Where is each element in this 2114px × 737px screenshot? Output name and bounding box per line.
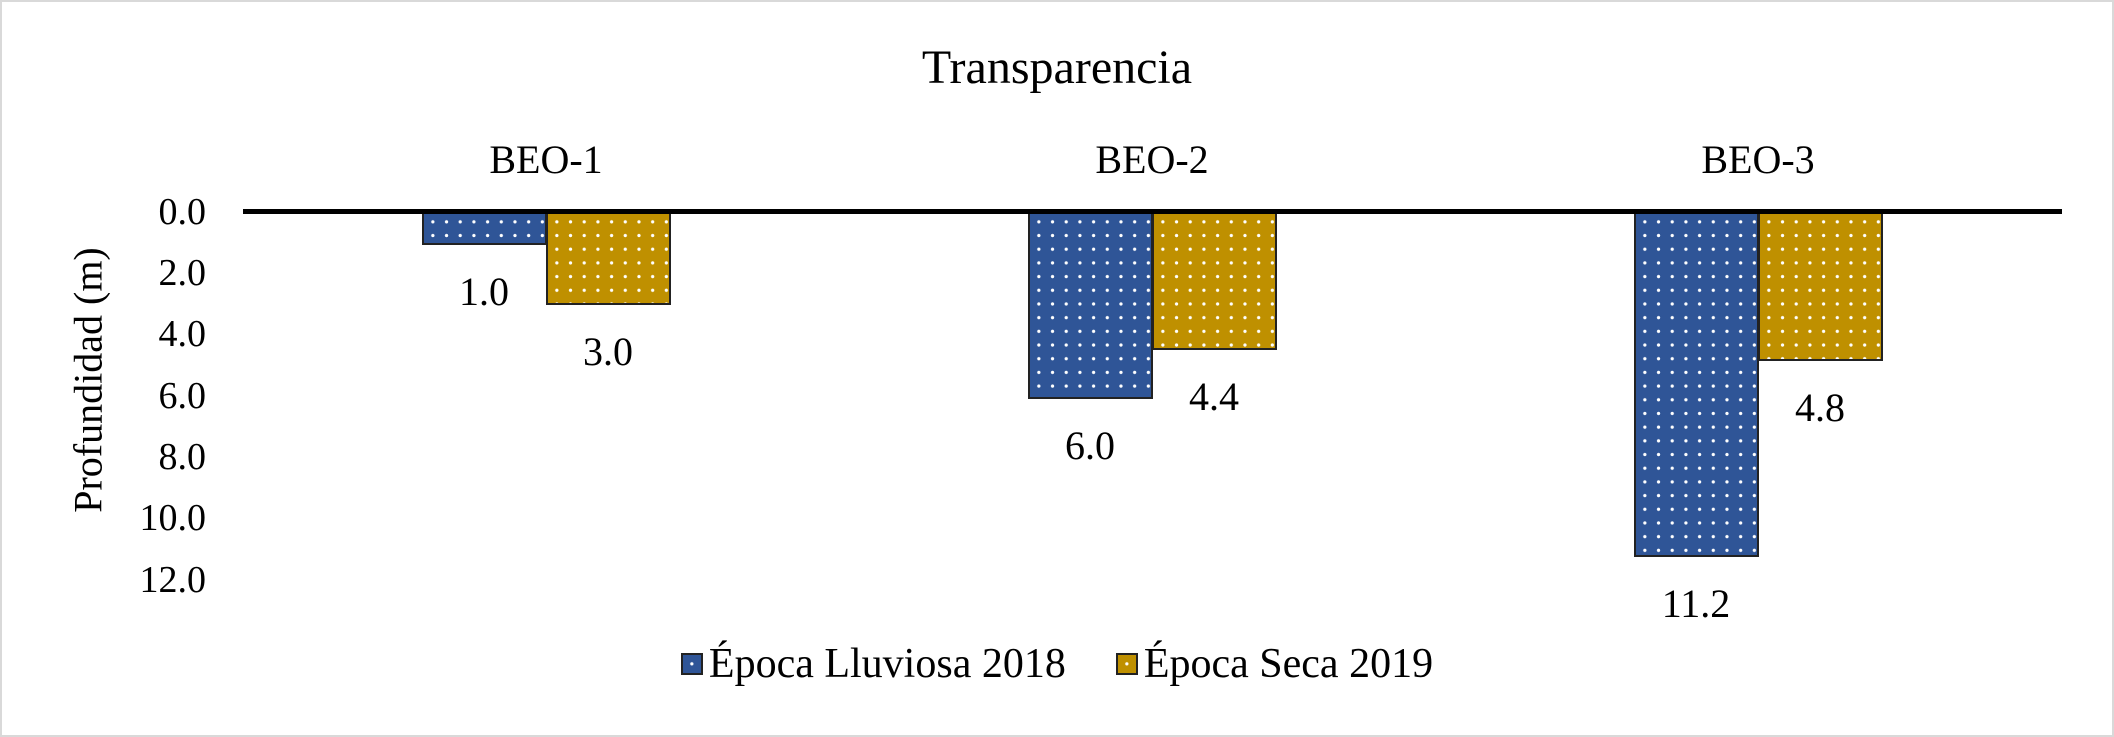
y-axis-label: Profundidad (m) <box>65 247 111 513</box>
bar-seca-beo-1 <box>546 213 671 305</box>
bar-seca-beo-2 <box>1152 213 1277 350</box>
category-axis-line <box>243 209 2062 214</box>
legend: Época Lluviosa 2018 Época Seca 2019 <box>0 640 2114 688</box>
y-tick: 8.0 <box>158 436 207 478</box>
data-label: 4.4 <box>1189 374 1239 419</box>
legend-label: Época Lluviosa 2018 <box>708 641 1066 687</box>
y-tick: 6.0 <box>158 375 207 417</box>
bar-lluviosa-beo-1 <box>422 213 547 245</box>
legend-item-seca: Época Seca 2019 <box>1115 640 1434 688</box>
legend-swatch-gold <box>1115 653 1138 675</box>
data-label: 11.2 <box>1661 581 1731 626</box>
data-label: 6.0 <box>1065 423 1115 468</box>
data-label: 1.0 <box>459 269 509 314</box>
category-label-beo-1: BEO-1 <box>489 137 603 182</box>
data-label: 4.8 <box>1795 385 1845 430</box>
bar-lluviosa-beo-2 <box>1028 213 1153 399</box>
chart-title: Transparencia <box>921 41 1193 94</box>
y-tick: 10.0 <box>139 497 207 539</box>
bar-lluviosa-beo-3 <box>1634 213 1759 557</box>
legend-swatch-blue <box>680 653 703 675</box>
y-tick: 12.0 <box>139 559 207 601</box>
data-label: 3.0 <box>583 329 633 374</box>
y-tick: 2.0 <box>158 252 207 294</box>
bar-seca-beo-3 <box>1758 213 1883 361</box>
legend-item-lluviosa: Época Lluviosa 2018 <box>680 640 1066 688</box>
category-label-beo-2: BEO-2 <box>1095 137 1209 182</box>
y-tick: 4.0 <box>158 313 207 355</box>
category-label-beo-3: BEO-3 <box>1701 137 1815 182</box>
y-tick: 0.0 <box>158 191 207 233</box>
legend-label: Época Seca 2019 <box>1143 641 1434 687</box>
